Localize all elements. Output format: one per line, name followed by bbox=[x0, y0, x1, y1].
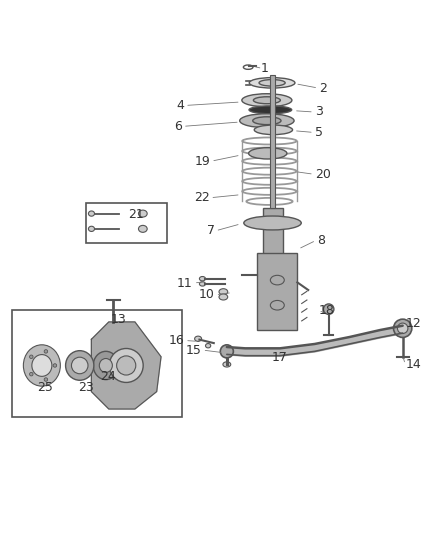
Bar bbox=[12, 310, 182, 417]
Text: 13: 13 bbox=[111, 313, 127, 326]
Ellipse shape bbox=[397, 323, 408, 334]
Ellipse shape bbox=[244, 216, 301, 230]
Ellipse shape bbox=[199, 277, 205, 281]
Ellipse shape bbox=[249, 78, 295, 88]
Ellipse shape bbox=[393, 319, 412, 337]
Text: 12: 12 bbox=[406, 318, 422, 330]
Ellipse shape bbox=[199, 282, 205, 286]
Ellipse shape bbox=[29, 355, 33, 359]
Text: 10: 10 bbox=[199, 288, 215, 301]
Text: 2: 2 bbox=[319, 82, 327, 94]
Ellipse shape bbox=[194, 336, 201, 341]
Text: 16: 16 bbox=[169, 334, 184, 347]
Polygon shape bbox=[92, 322, 161, 409]
Text: 25: 25 bbox=[37, 381, 53, 394]
Ellipse shape bbox=[93, 351, 118, 379]
Text: 8: 8 bbox=[317, 234, 325, 247]
Bar bbox=[262, 208, 283, 312]
Ellipse shape bbox=[249, 106, 292, 114]
Ellipse shape bbox=[23, 345, 60, 386]
Text: 19: 19 bbox=[194, 155, 210, 168]
Text: 21: 21 bbox=[128, 208, 144, 221]
Ellipse shape bbox=[109, 349, 143, 383]
Bar bbox=[86, 204, 167, 243]
Text: 15: 15 bbox=[186, 344, 201, 357]
Text: 7: 7 bbox=[207, 224, 215, 237]
Ellipse shape bbox=[44, 378, 48, 381]
Ellipse shape bbox=[253, 97, 280, 104]
Ellipse shape bbox=[205, 344, 211, 348]
Ellipse shape bbox=[259, 79, 285, 86]
Ellipse shape bbox=[88, 226, 95, 231]
Ellipse shape bbox=[242, 94, 292, 107]
Ellipse shape bbox=[53, 364, 57, 367]
Text: 1: 1 bbox=[260, 62, 268, 75]
Ellipse shape bbox=[323, 304, 334, 314]
Ellipse shape bbox=[44, 350, 48, 353]
Ellipse shape bbox=[66, 351, 94, 380]
Ellipse shape bbox=[29, 373, 33, 376]
Text: 24: 24 bbox=[100, 370, 116, 383]
Ellipse shape bbox=[240, 114, 294, 128]
Bar bbox=[270, 75, 276, 208]
Ellipse shape bbox=[223, 362, 231, 367]
Ellipse shape bbox=[249, 148, 287, 159]
Ellipse shape bbox=[220, 345, 233, 358]
Ellipse shape bbox=[138, 225, 147, 232]
Text: 14: 14 bbox=[406, 358, 422, 371]
Text: 20: 20 bbox=[315, 168, 331, 181]
Text: 22: 22 bbox=[194, 191, 209, 204]
Ellipse shape bbox=[254, 125, 293, 135]
Ellipse shape bbox=[219, 289, 228, 295]
Ellipse shape bbox=[71, 357, 88, 374]
Ellipse shape bbox=[253, 117, 281, 125]
Ellipse shape bbox=[99, 359, 113, 373]
Ellipse shape bbox=[88, 211, 95, 216]
Text: 6: 6 bbox=[174, 120, 182, 133]
Text: 3: 3 bbox=[315, 106, 323, 118]
Ellipse shape bbox=[117, 356, 136, 375]
Text: 11: 11 bbox=[177, 277, 193, 289]
Ellipse shape bbox=[32, 354, 52, 376]
Text: 18: 18 bbox=[319, 304, 335, 317]
Text: 23: 23 bbox=[78, 381, 94, 394]
Text: 17: 17 bbox=[272, 351, 288, 365]
Text: 4: 4 bbox=[177, 99, 184, 112]
Bar bbox=[257, 254, 297, 329]
Ellipse shape bbox=[138, 210, 147, 217]
Ellipse shape bbox=[219, 294, 228, 300]
Text: 5: 5 bbox=[315, 126, 323, 139]
